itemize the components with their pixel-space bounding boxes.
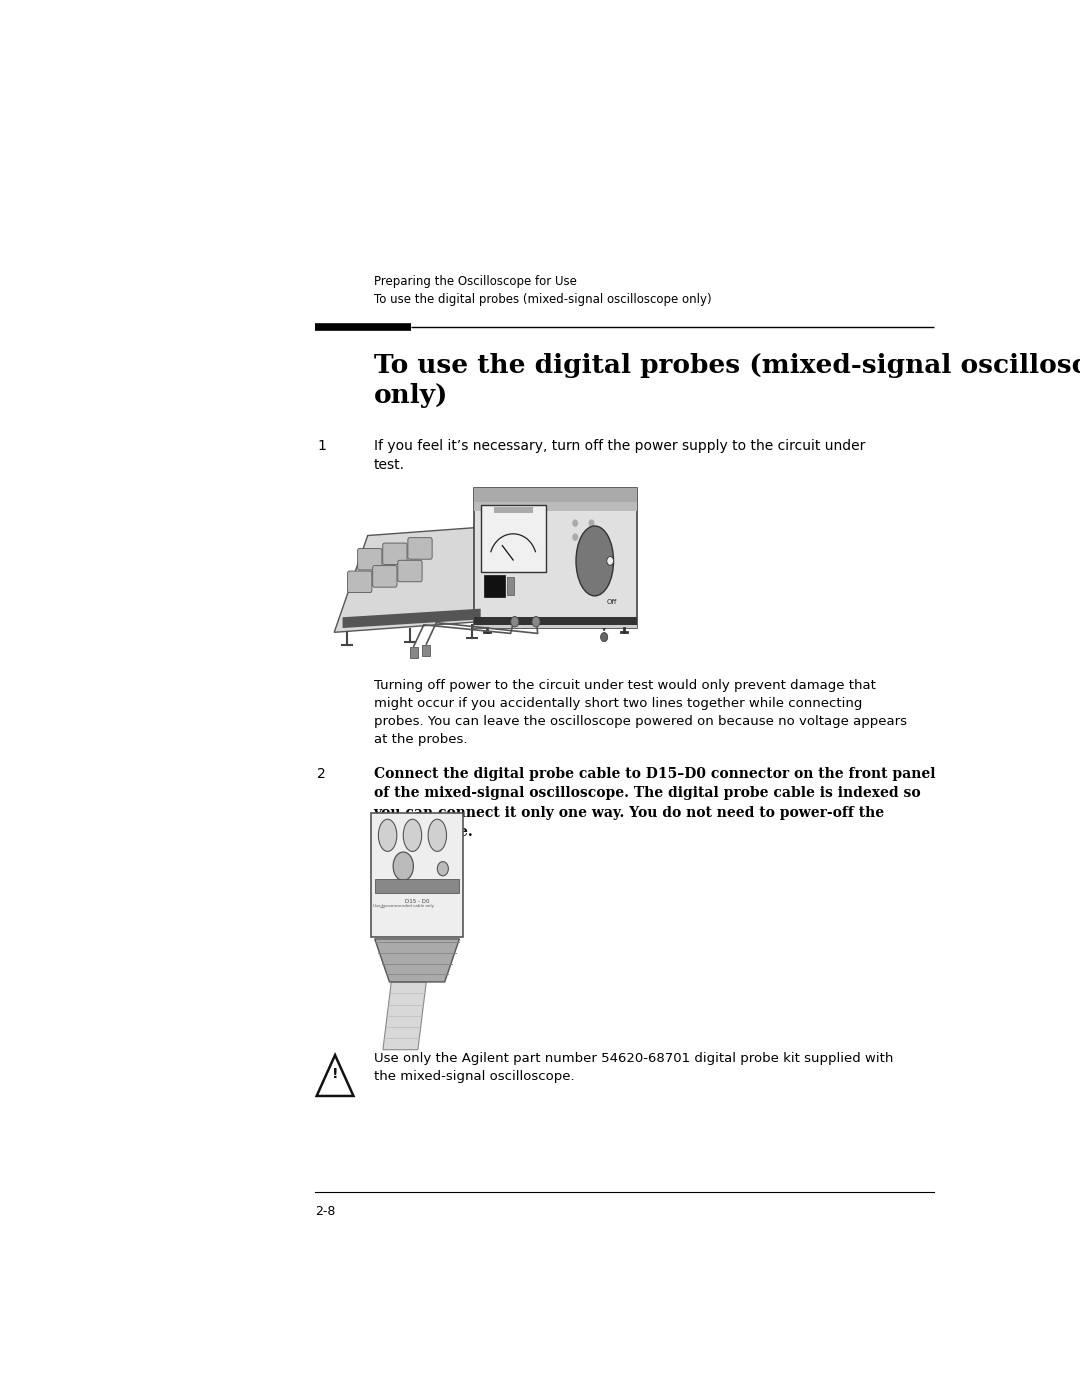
- FancyBboxPatch shape: [481, 504, 545, 573]
- Ellipse shape: [403, 819, 421, 851]
- Ellipse shape: [393, 852, 414, 880]
- FancyBboxPatch shape: [373, 566, 397, 587]
- FancyBboxPatch shape: [474, 617, 637, 626]
- Circle shape: [572, 520, 578, 527]
- Text: Use recommended cable only: Use recommended cable only: [373, 904, 434, 908]
- Circle shape: [437, 862, 448, 876]
- Ellipse shape: [576, 525, 613, 597]
- FancyBboxPatch shape: [357, 549, 382, 570]
- Text: If you feel it’s necessary, turn off the power supply to the circuit under
test.: If you feel it’s necessary, turn off the…: [374, 439, 865, 472]
- Text: 1: 1: [318, 439, 326, 453]
- Circle shape: [607, 556, 613, 566]
- Ellipse shape: [378, 819, 396, 851]
- Circle shape: [589, 534, 594, 541]
- Text: 2: 2: [318, 767, 326, 781]
- FancyBboxPatch shape: [474, 488, 637, 629]
- FancyBboxPatch shape: [422, 645, 431, 657]
- Text: Use only the Agilent part number 54620-68701 digital probe kit supplied with
the: Use only the Agilent part number 54620-6…: [374, 1052, 893, 1083]
- FancyBboxPatch shape: [484, 576, 505, 598]
- Text: Off: Off: [607, 599, 617, 605]
- Text: To use the digital probes (mixed-signal oscilloscope only): To use the digital probes (mixed-signal …: [374, 293, 711, 306]
- FancyBboxPatch shape: [494, 507, 532, 513]
- FancyBboxPatch shape: [375, 879, 459, 894]
- Polygon shape: [342, 609, 481, 629]
- FancyBboxPatch shape: [382, 543, 407, 564]
- Text: Connect the digital probe cable to D15–D0 connector on the front panel
of the mi: Connect the digital probe cable to D15–D…: [374, 767, 935, 840]
- Text: D15 - D0: D15 - D0: [405, 898, 430, 904]
- Polygon shape: [375, 939, 459, 982]
- Text: Turning off power to the circuit under test would only prevent damage that
might: Turning off power to the circuit under t…: [374, 679, 906, 746]
- Text: ⚠: ⚠: [380, 904, 384, 909]
- FancyBboxPatch shape: [409, 647, 418, 658]
- Text: 2-8: 2-8: [315, 1204, 335, 1218]
- Text: To use the digital probes (mixed-signal oscilloscope
only): To use the digital probes (mixed-signal …: [374, 352, 1080, 408]
- Text: Preparing the Oscilloscope for Use: Preparing the Oscilloscope for Use: [374, 275, 577, 288]
- FancyBboxPatch shape: [408, 538, 432, 559]
- Circle shape: [572, 534, 578, 541]
- Circle shape: [589, 520, 594, 527]
- FancyBboxPatch shape: [474, 502, 637, 510]
- Text: !: !: [332, 1066, 338, 1080]
- FancyBboxPatch shape: [507, 577, 514, 595]
- FancyBboxPatch shape: [474, 488, 637, 502]
- FancyBboxPatch shape: [348, 571, 372, 592]
- FancyBboxPatch shape: [397, 560, 422, 581]
- Circle shape: [532, 616, 540, 627]
- Circle shape: [511, 616, 518, 627]
- FancyBboxPatch shape: [474, 617, 637, 629]
- Polygon shape: [316, 1055, 353, 1097]
- Polygon shape: [383, 982, 427, 1049]
- FancyBboxPatch shape: [372, 813, 463, 937]
- Circle shape: [600, 633, 608, 641]
- Ellipse shape: [428, 819, 446, 851]
- Polygon shape: [334, 525, 514, 633]
